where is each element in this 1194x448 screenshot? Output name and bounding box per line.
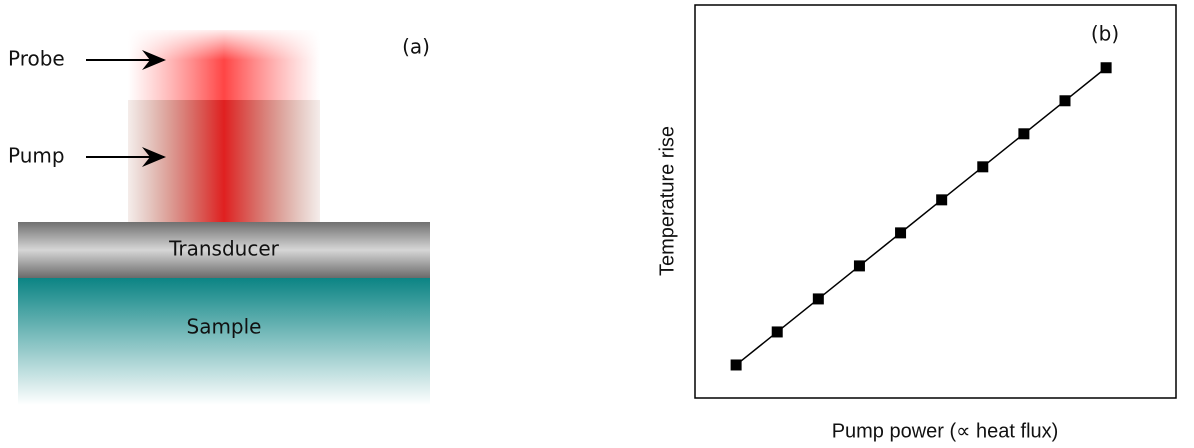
- data-point: [730, 359, 742, 371]
- pump-beam: [128, 100, 320, 222]
- data-point: [1018, 128, 1030, 140]
- probe-fade: [128, 30, 320, 60]
- y-axis-label: Temperature rise: [656, 126, 678, 276]
- data-point: [936, 194, 948, 206]
- data-point: [1100, 62, 1112, 74]
- data-line: [735, 67, 1107, 366]
- sample: [18, 278, 430, 405]
- panel-label: (a): [402, 35, 430, 59]
- data-point: [812, 293, 824, 305]
- plot-frame: [694, 4, 1177, 399]
- pump-label: Pump: [8, 144, 65, 168]
- data-point: [853, 260, 865, 272]
- data-point: [895, 227, 907, 239]
- transducer: [18, 222, 430, 278]
- data-point: [977, 161, 989, 173]
- sample-label: Sample: [187, 315, 262, 339]
- panel-label: (b): [1091, 22, 1119, 46]
- transducer-label: Transducer: [168, 237, 280, 261]
- data-point: [1059, 95, 1071, 107]
- probe-label: Probe: [8, 47, 65, 71]
- data-point: [771, 326, 783, 338]
- x-axis-label: Pump power (∝ heat flux): [832, 420, 1059, 442]
- panel-a: Probe Pump Transducer Sample (a): [8, 30, 430, 405]
